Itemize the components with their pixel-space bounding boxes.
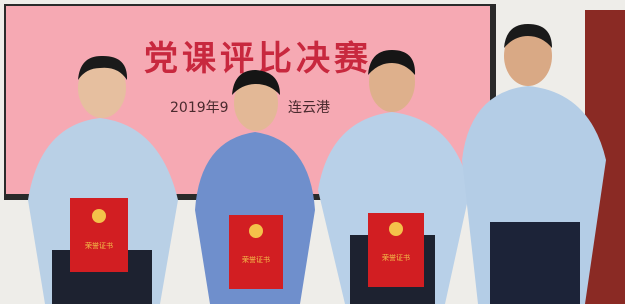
banner-date: 2019年9	[170, 100, 229, 116]
certificate: 荣誉证书	[368, 213, 424, 287]
certificate: 荣誉证书	[229, 215, 283, 289]
certificate-label: 荣誉证书	[242, 255, 270, 264]
page: {"banner": {"title": "党课评比决赛", "date": "…	[0, 0, 625, 304]
certificate: 荣誉证书	[70, 198, 128, 272]
banner-place: 连云港	[288, 100, 330, 116]
certificate-label: 荣誉证书	[382, 253, 410, 262]
certificate-label: 荣誉证书	[85, 241, 113, 250]
body: 党课评比决赛 2019年9 连云港 荣誉证书 荣誉证书	[0, 0, 625, 304]
photo: 党课评比决赛 2019年9 连云港 荣誉证书 荣誉证书	[0, 0, 625, 304]
